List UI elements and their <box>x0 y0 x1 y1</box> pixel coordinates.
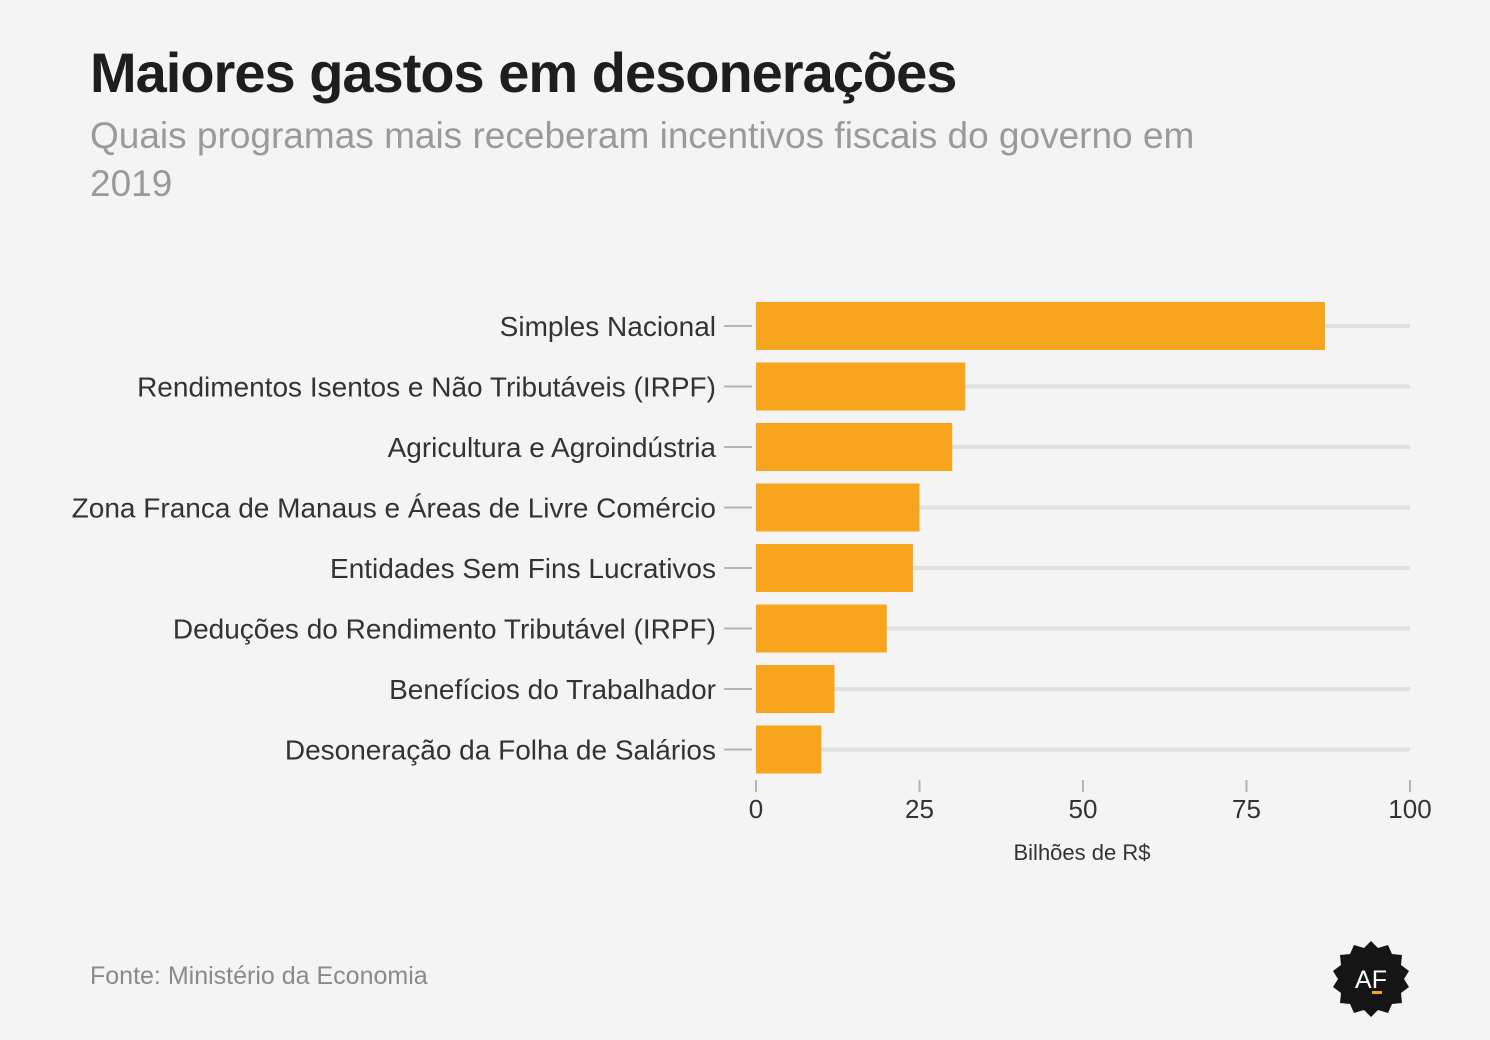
x-tick-label: 100 <box>1388 794 1431 824</box>
bar <box>756 665 835 713</box>
category-label: Rendimentos Isentos e Não Tributáveis (I… <box>137 372 716 403</box>
category-label: Simples Nacional <box>500 311 716 342</box>
x-tick-label: 50 <box>1069 794 1098 824</box>
bar <box>756 483 920 532</box>
category-label: Entidades Sem Fins Lucrativos <box>330 553 716 584</box>
bar <box>756 544 913 592</box>
bar <box>756 302 1325 350</box>
af-badge-icon: AF <box>1333 941 1409 1017</box>
source-note: Fonte: Ministério da Economia <box>90 962 428 990</box>
category-label: Zona Franca de Manaus e Áreas de Livre C… <box>72 493 716 524</box>
category-label: Benefícios do Trabalhador <box>389 674 716 705</box>
x-tick-label: 75 <box>1232 794 1261 824</box>
logo-text: AF <box>1355 966 1387 994</box>
x-tick-label: 0 <box>749 794 763 824</box>
x-tick-label: 25 <box>905 794 934 824</box>
bar <box>756 423 953 471</box>
bar <box>756 725 822 774</box>
chart-title: Maiores gastos em desonerações <box>90 41 957 104</box>
logo-accent-line <box>1372 991 1382 994</box>
bar <box>756 362 966 411</box>
category-label: Deduções do Rendimento Tributável (IRPF) <box>173 614 716 645</box>
category-label: Agricultura e Agroindústria <box>388 432 717 463</box>
chart-subtitle: Quais programas mais receberam incentivo… <box>90 115 1195 204</box>
logo-badge-shape <box>1333 941 1409 1017</box>
x-axis-label: Bilhões de R$ <box>1014 840 1151 865</box>
category-label: Desoneração da Folha de Salários <box>285 735 716 766</box>
bar <box>756 604 887 653</box>
